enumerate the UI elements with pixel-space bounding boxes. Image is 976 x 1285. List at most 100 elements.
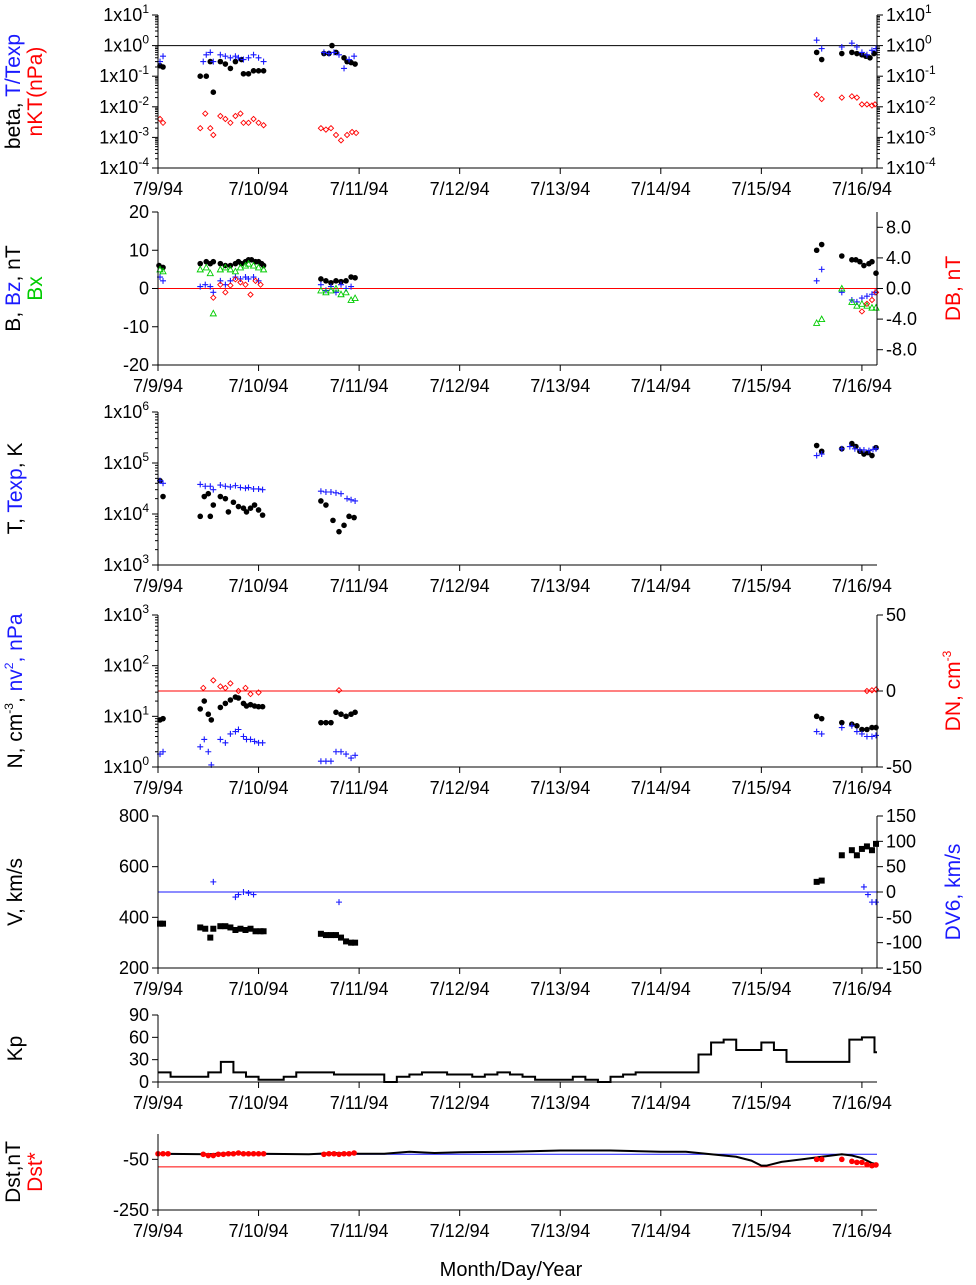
y-tick-label-right: 4.0 — [886, 248, 911, 268]
data-point — [235, 687, 242, 695]
data-point — [838, 289, 845, 296]
data-point — [873, 724, 879, 731]
data-point — [236, 263, 245, 271]
data-point — [348, 939, 355, 946]
y-tick-label: 400 — [119, 907, 149, 927]
data-point — [250, 51, 257, 58]
data-point — [838, 445, 845, 452]
data-point — [249, 261, 258, 269]
x-tick-label: 7/12/94 — [430, 179, 490, 199]
data-point — [254, 263, 263, 271]
data-point — [336, 899, 343, 906]
data-point — [838, 94, 846, 101]
data-point — [245, 890, 252, 897]
data-point — [207, 283, 214, 290]
data-point — [348, 128, 356, 136]
y-tick-label-right: 150 — [886, 806, 916, 826]
data-point — [210, 289, 217, 296]
data-point — [197, 481, 204, 488]
data-point — [207, 124, 214, 132]
data-point — [848, 722, 855, 729]
data-point — [348, 496, 355, 503]
data-point — [244, 259, 253, 267]
data-point — [838, 724, 845, 731]
data-point — [869, 446, 876, 453]
x-tick-label: 7/15/94 — [731, 979, 791, 999]
y-tick-label-right: -50 — [886, 907, 912, 927]
y-tick-label: 200 — [119, 958, 149, 978]
data-point — [813, 91, 820, 98]
y-axis-label-right: DB, nT — [942, 256, 965, 322]
data-point — [197, 283, 204, 290]
data-point — [813, 37, 820, 44]
data-point — [818, 56, 825, 63]
data-point — [240, 70, 247, 77]
data-point — [336, 528, 342, 535]
data-point — [160, 480, 167, 487]
data-point — [346, 1150, 352, 1157]
data-point — [872, 899, 879, 906]
data-point — [352, 61, 358, 67]
data-point — [872, 840, 879, 847]
data-point — [854, 1159, 860, 1166]
data-point — [864, 1161, 870, 1168]
data-point — [217, 260, 224, 267]
data-point — [210, 294, 217, 301]
y-axis-label: Kp — [4, 1036, 27, 1062]
data-point — [235, 695, 242, 701]
data-point — [323, 719, 329, 726]
x-tick-label: 7/11/94 — [330, 576, 389, 596]
data-point — [853, 44, 860, 51]
y-tick-label: -10 — [123, 317, 149, 337]
x-tick-label: 7/14/94 — [631, 1221, 691, 1241]
data-point — [838, 44, 845, 51]
data-point — [346, 513, 352, 520]
data-point — [207, 49, 214, 56]
x-tick-label: 7/13/94 — [530, 179, 590, 199]
data-point — [207, 513, 214, 520]
data-point — [245, 54, 252, 61]
x-tick-label: 7/14/94 — [631, 778, 691, 798]
data-point — [343, 751, 350, 758]
data-point — [217, 923, 224, 930]
data-point — [240, 1150, 247, 1157]
data-point — [317, 930, 324, 937]
data-point — [210, 925, 217, 932]
data-point — [338, 711, 344, 718]
x-tick-label: 7/9/94 — [133, 778, 183, 798]
y-tick-label: 1x10-2 — [99, 94, 149, 117]
x-tick-label: 7/10/94 — [229, 778, 289, 798]
data-point — [247, 291, 254, 298]
data-point — [202, 263, 211, 271]
data-point — [813, 1156, 820, 1163]
data-point — [337, 290, 345, 298]
data-point — [203, 51, 210, 58]
data-point — [322, 489, 329, 495]
y-tick-label: 1x102 — [103, 653, 149, 676]
data-point — [865, 447, 872, 454]
x-tick-label: 7/10/94 — [229, 376, 289, 396]
data-point — [160, 748, 167, 755]
data-point — [227, 65, 234, 72]
data-point — [873, 1162, 879, 1168]
data-point — [335, 687, 343, 694]
data-point — [341, 65, 348, 72]
data-point — [854, 50, 860, 57]
data-point — [255, 689, 262, 696]
data-point — [348, 755, 355, 762]
data-point — [240, 505, 247, 511]
data-point — [250, 485, 257, 492]
data-point — [255, 507, 262, 513]
data-point — [222, 53, 229, 60]
data-point — [322, 126, 330, 133]
y-axis-label-right: DV6, km/s — [942, 844, 965, 941]
data-point — [160, 1150, 166, 1157]
data-point — [861, 262, 867, 269]
data-point — [240, 733, 247, 740]
data-point — [322, 288, 330, 296]
data-point — [352, 129, 360, 137]
data-point — [318, 719, 324, 726]
data-point — [222, 923, 229, 930]
data-point — [227, 483, 234, 490]
